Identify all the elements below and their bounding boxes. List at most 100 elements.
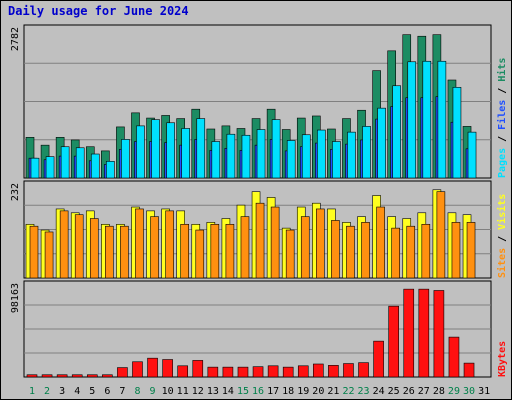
bar-kbytes [418,288,430,378]
x-tick-label: 5 [89,386,95,397]
legend-sites: Sites [496,248,508,278]
bar-kbytes [132,361,143,378]
x-tick-label: 2 [44,386,50,397]
y-max-label: 98163 [10,283,21,313]
bar-sites [135,208,144,279]
bar-sites [300,216,310,279]
bar-pages [30,157,40,179]
x-tick-label: 3 [59,386,65,397]
legend-kbytes: KBytes [497,341,508,377]
bar-kbytes [56,374,68,378]
bar-sites [391,227,400,279]
bar-sites [105,225,114,279]
bar-pages [90,153,100,179]
x-tick-label: 10 [162,386,174,397]
x-tick-label: 20 [312,386,324,397]
bar-pages [437,60,447,179]
bar-kbytes [117,367,128,378]
legend-hits: Hits [496,58,508,82]
x-tick-label: 22 [342,386,354,397]
bar-sites [120,225,129,279]
bar-pages [121,139,130,179]
bar-sites [74,214,84,279]
x-tick-label: 14 [222,386,234,397]
bar-pages [241,134,251,179]
bar-pages [45,156,55,179]
bar-kbytes [162,359,173,378]
bar-sites [316,208,325,279]
bar-sites [466,222,476,279]
bar-pages [332,141,341,179]
bar-kbytes [313,363,324,378]
bar-sites [331,220,340,279]
bar-kbytes [237,366,249,378]
bar-kbytes [26,374,38,378]
x-tick-label: 29 [448,386,460,397]
bar-kbytes [86,374,98,378]
bar-sites [436,191,446,279]
x-tick-label: 27 [418,386,430,397]
bar-pages [181,128,190,179]
x-tick-label: 19 [297,386,309,397]
x-tick-label: 13 [207,386,219,397]
bar-sites [376,206,385,279]
x-tick-label: 26 [403,386,415,397]
y-max-label: 232 [10,183,21,201]
x-tick-label: 18 [282,386,294,397]
x-tick-label: 30 [463,386,475,397]
bar-sites [285,229,295,279]
bar-pages [106,161,115,179]
bar-sites [270,206,280,279]
bar-sites [255,202,265,279]
bar-kbytes [102,374,113,378]
bar-sites [89,218,99,279]
bar-sites [361,222,370,279]
bar-kbytes [192,360,204,378]
bar-sites [451,222,461,279]
bar-kbytes [207,366,219,378]
bar-kbytes [463,362,475,378]
x-tick-label: 15 [237,386,249,397]
legend-separator: / [497,130,508,148]
bar-pages [452,87,462,179]
bar-sites [225,223,235,279]
panel-legend: Sites / Visits [496,194,508,278]
legend-files: Files [496,100,508,130]
bar-sites [240,216,250,279]
bar-pages [60,146,70,179]
bar-kbytes [267,365,279,378]
bar-kbytes [373,340,384,378]
bar-pages [75,147,85,179]
bar-pages [392,85,401,179]
y-max-label: 2782 [10,27,21,51]
bar-pages [136,125,145,179]
bar-pages [256,129,266,179]
legend-pages: Pages [497,148,508,178]
x-tick-label: 25 [388,386,400,397]
bar-sites [195,229,205,279]
bar-kbytes [448,336,460,378]
panel-legend: Pages / Files / Hits [496,58,508,178]
bar-kbytes [388,305,399,378]
bar-sites [44,231,54,279]
bar-pages [151,119,160,179]
bar-pages [211,141,221,179]
bar-kbytes [358,362,369,378]
x-tick-label: 31 [478,386,490,397]
bar-sites [421,223,431,279]
bar-pages [347,131,356,179]
bar-sites [150,216,159,279]
bar-kbytes [403,288,415,378]
x-tick-label: 12 [192,386,204,397]
legend-separator: / [497,82,508,100]
bar-pages [317,129,326,179]
x-tick-label: 7 [119,386,125,397]
bar-kbytes [282,366,294,378]
bar-pages [467,131,477,179]
x-tick-label: 8 [134,386,140,397]
bar-kbytes [297,365,309,378]
bar-pages [407,61,417,179]
x-tick-label: 4 [74,386,80,397]
bar-kbytes [177,365,188,378]
